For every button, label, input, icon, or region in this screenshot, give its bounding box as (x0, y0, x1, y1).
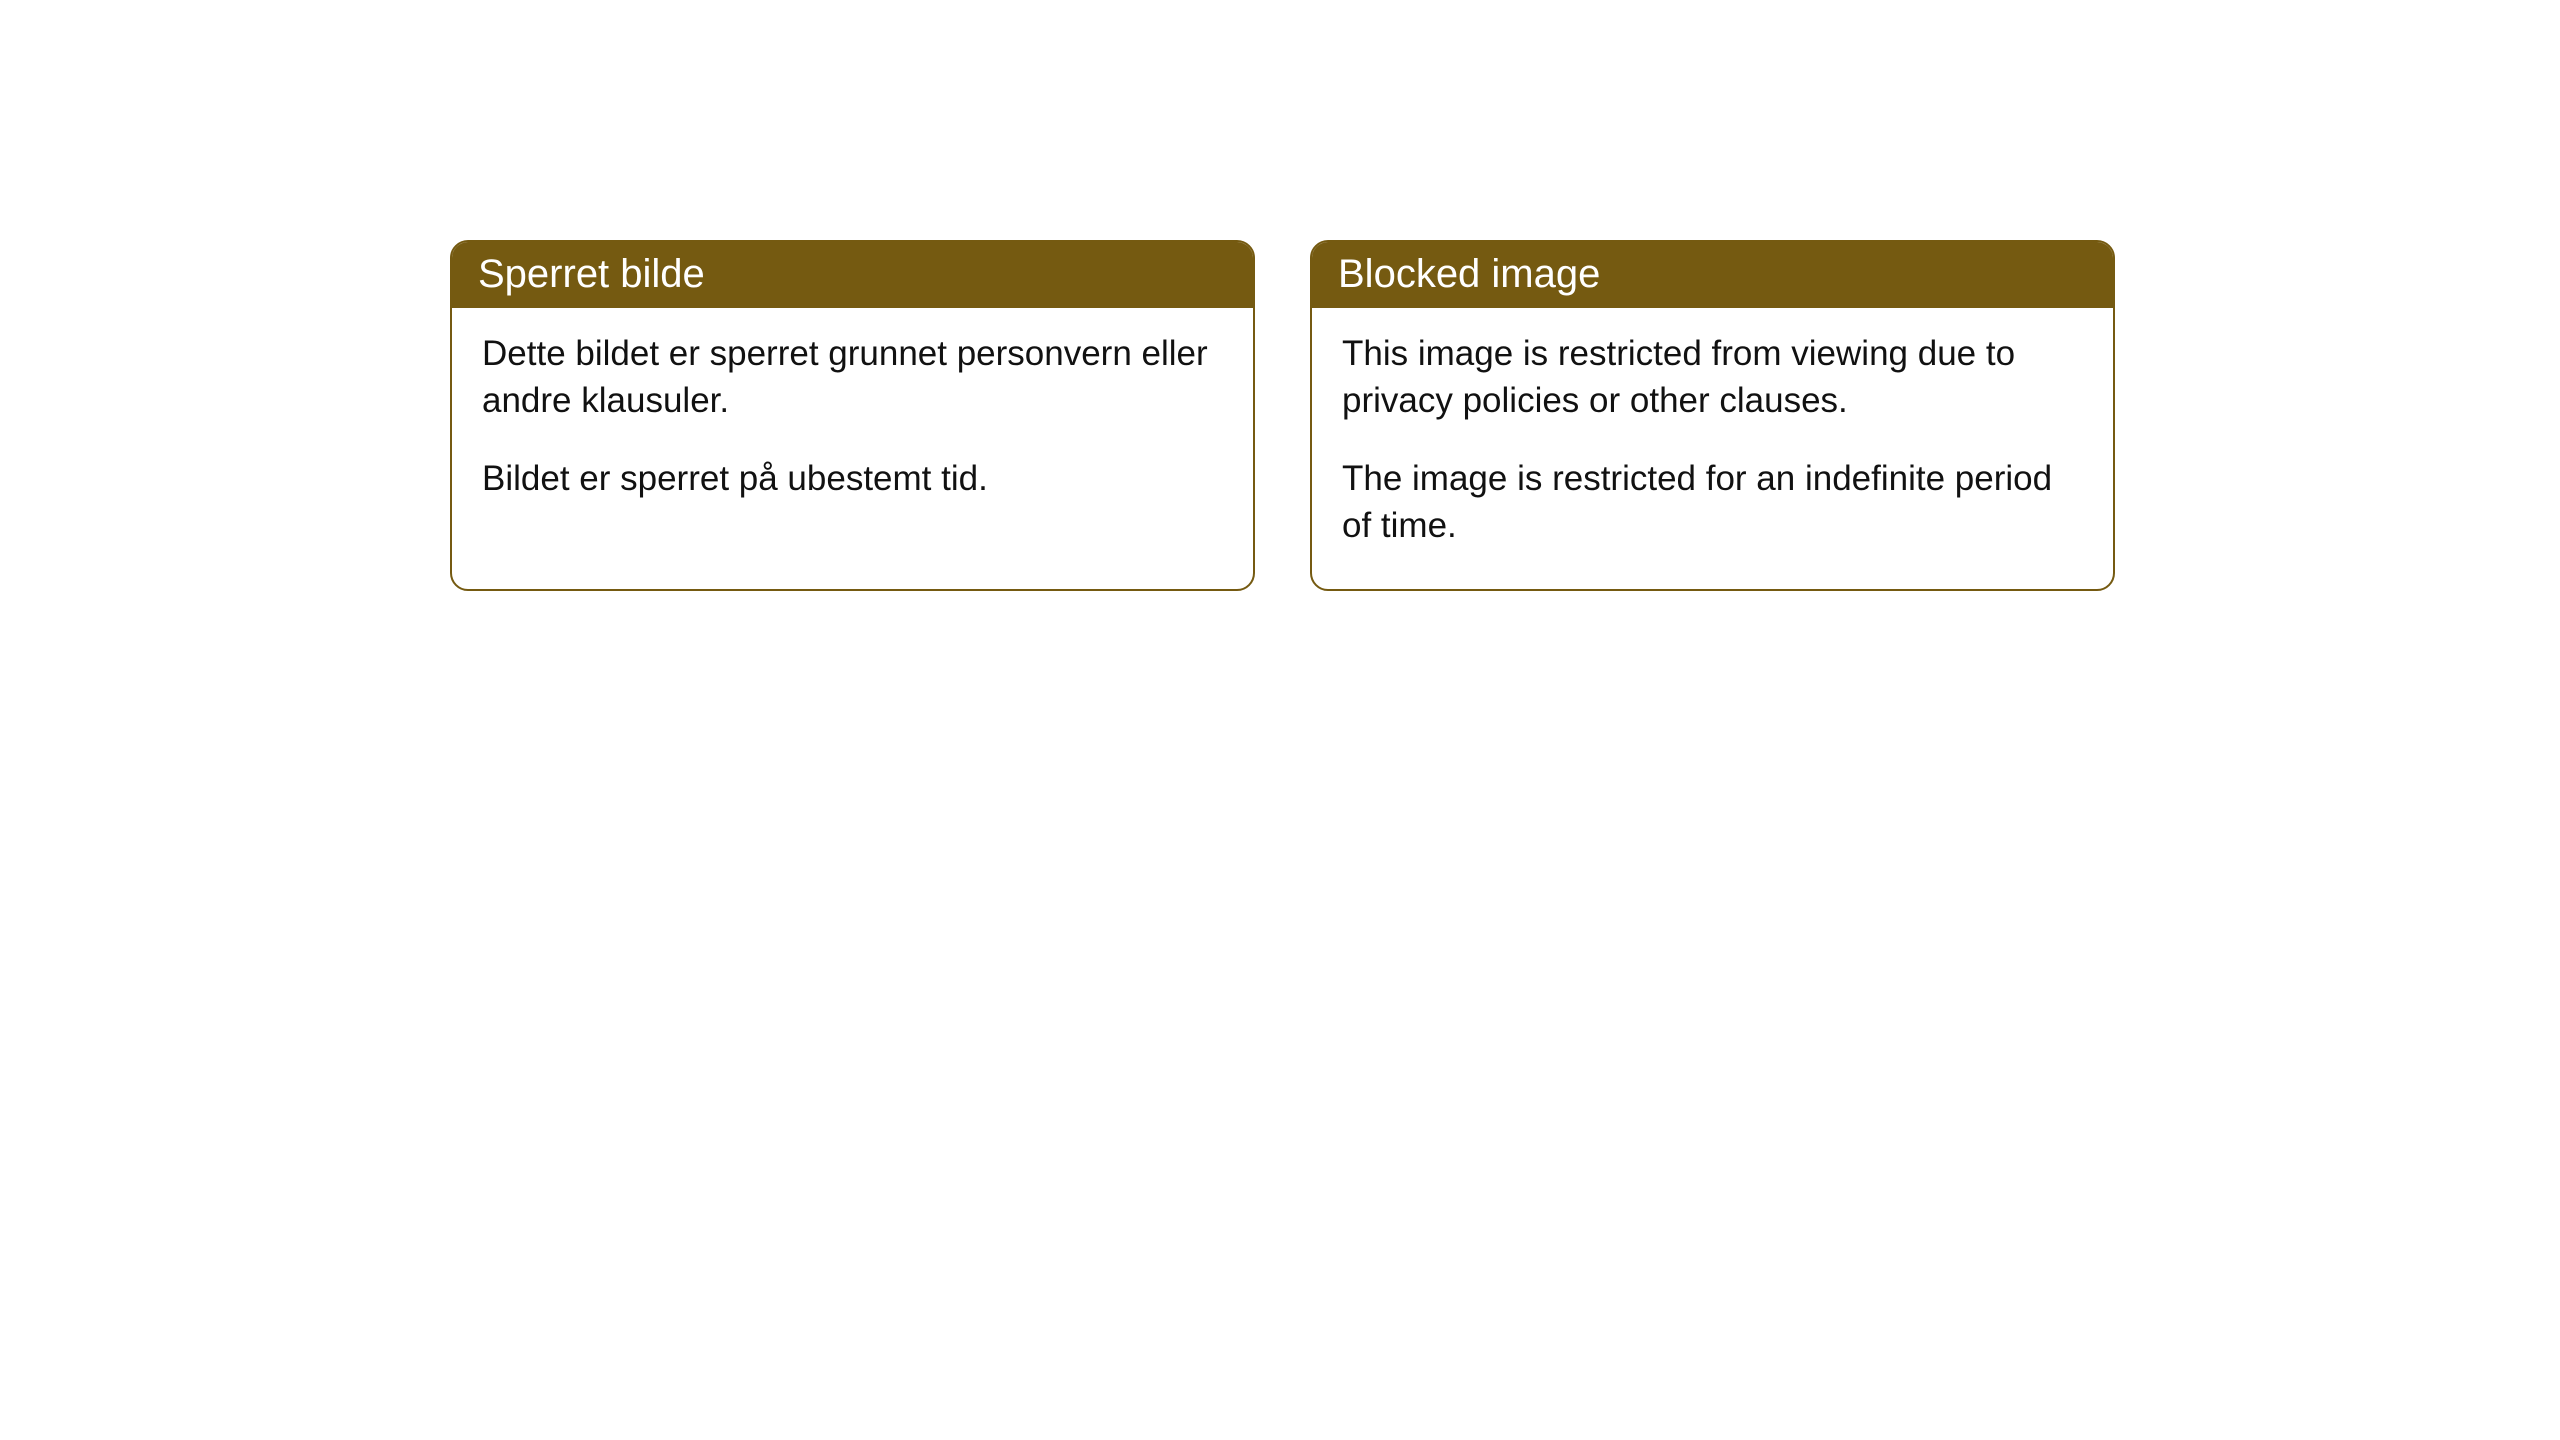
card-body-english: This image is restricted from viewing du… (1312, 308, 2113, 589)
notice-card-norwegian: Sperret bilde Dette bildet er sperret gr… (450, 240, 1255, 591)
card-paragraph-2: The image is restricted for an indefinit… (1342, 455, 2083, 550)
notice-card-english: Blocked image This image is restricted f… (1310, 240, 2115, 591)
card-body-norwegian: Dette bildet er sperret grunnet personve… (452, 308, 1253, 542)
card-paragraph-2: Bildet er sperret på ubestemt tid. (482, 455, 1223, 502)
card-header-norwegian: Sperret bilde (452, 242, 1253, 308)
card-paragraph-1: Dette bildet er sperret grunnet personve… (482, 330, 1223, 425)
card-header-english: Blocked image (1312, 242, 2113, 308)
card-paragraph-1: This image is restricted from viewing du… (1342, 330, 2083, 425)
notice-cards-container: Sperret bilde Dette bildet er sperret gr… (450, 240, 2560, 591)
